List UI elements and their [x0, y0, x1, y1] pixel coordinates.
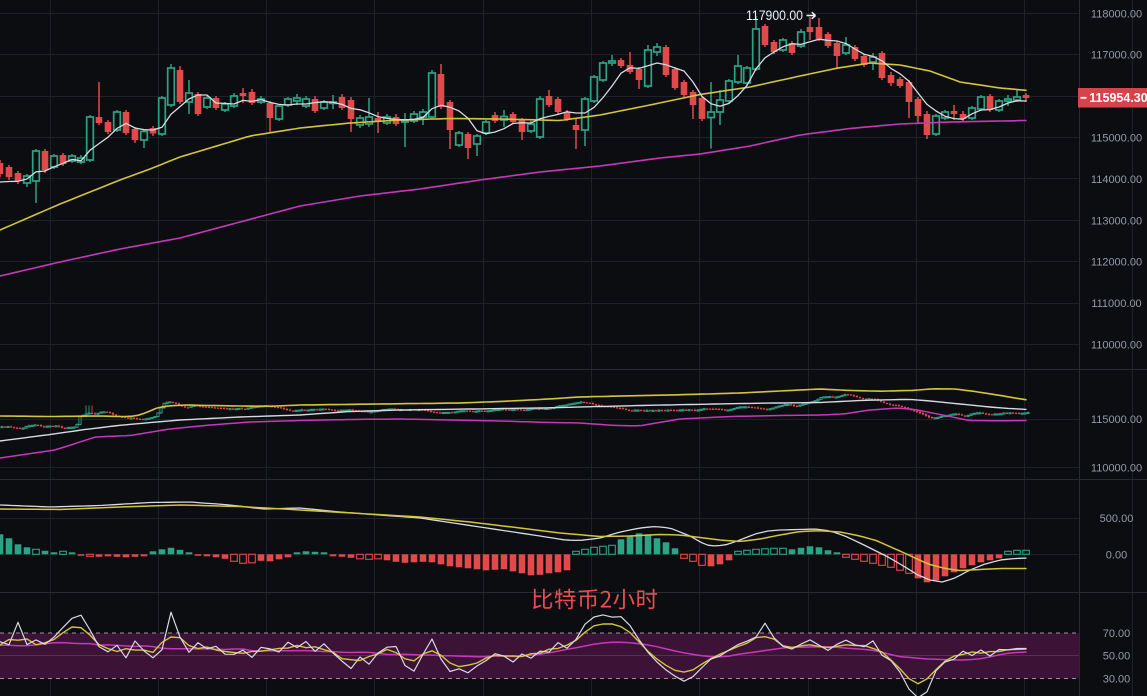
svg-text:110000.00: 110000.00 — [1091, 340, 1142, 352]
svg-text:115000.00: 115000.00 — [1091, 414, 1142, 426]
svg-text:114000.00: 114000.00 — [1091, 174, 1142, 186]
svg-text:30.00: 30.00 — [1103, 674, 1131, 686]
svg-text:113000.00: 113000.00 — [1091, 215, 1142, 227]
svg-text:0.00: 0.00 — [1106, 549, 1127, 561]
svg-text:115954.30: 115954.30 — [1089, 91, 1147, 105]
svg-text:112000.00: 112000.00 — [1091, 257, 1142, 269]
svg-text:118000.00: 118000.00 — [1091, 8, 1142, 20]
svg-text:117000.00: 117000.00 — [1091, 50, 1142, 62]
svg-text:50.00: 50.00 — [1103, 651, 1131, 663]
svg-text:115000.00: 115000.00 — [1091, 133, 1142, 145]
svg-text:117900.00: 117900.00 — [746, 8, 803, 23]
svg-text:70.00: 70.00 — [1103, 628, 1131, 640]
svg-text:111000.00: 111000.00 — [1091, 298, 1141, 310]
svg-text:500.00: 500.00 — [1100, 513, 1134, 525]
svg-text:110000.00: 110000.00 — [1091, 462, 1142, 474]
